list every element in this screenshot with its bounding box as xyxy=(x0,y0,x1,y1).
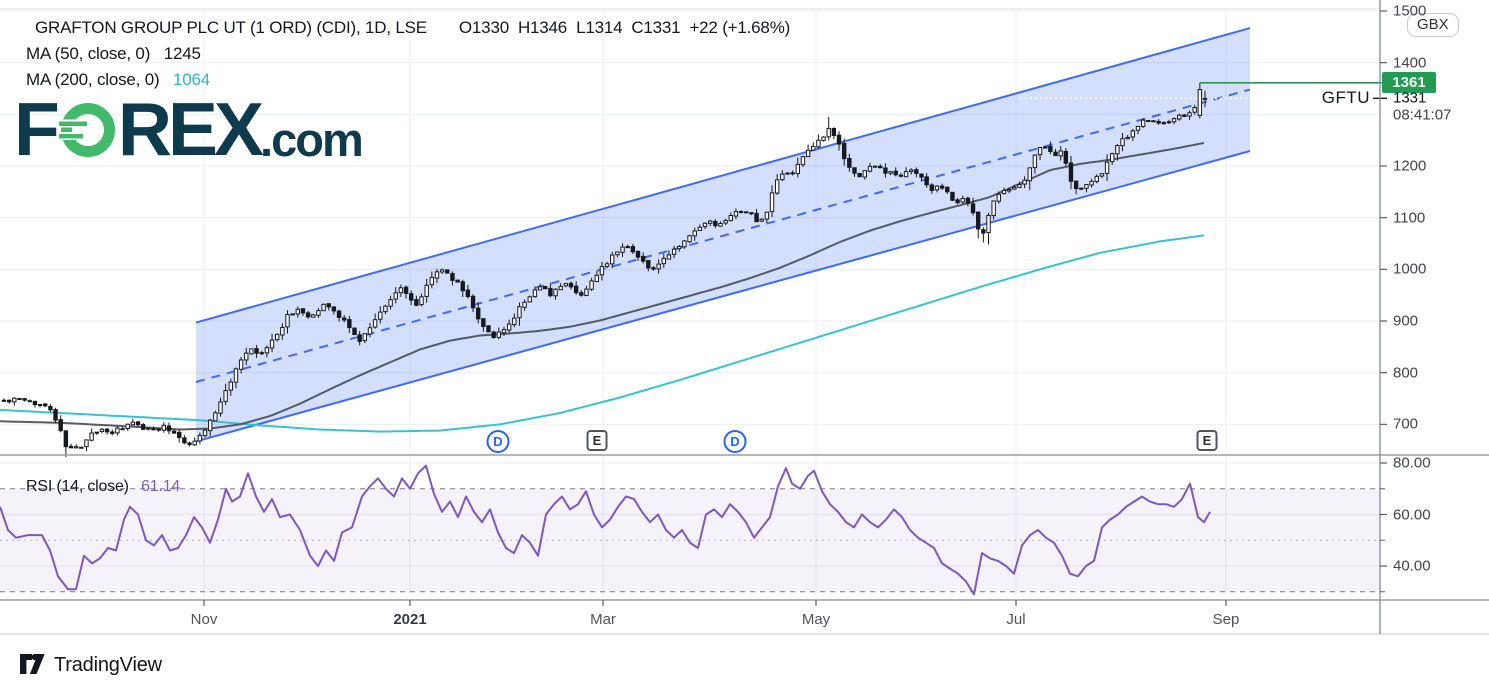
alert-price-badge[interactable]: 1361 xyxy=(1382,72,1436,93)
rsi-axis-tick: 40.00 xyxy=(1393,557,1431,575)
tradingview-logo-icon xyxy=(20,654,45,674)
last-price-label: 1331 xyxy=(1393,89,1427,107)
ohlc-change: +22 (+1.68%) xyxy=(689,18,791,37)
price-axis-tick: 900 xyxy=(1393,312,1419,330)
time-axis-tick: 2021 xyxy=(393,611,427,628)
price-axis-tick: 800 xyxy=(1393,364,1419,382)
forex-logo-o-icon xyxy=(58,103,115,157)
time-axis-tick: Mar xyxy=(590,611,616,628)
currency-unit-button[interactable]: GBX xyxy=(1407,13,1459,37)
dividend-badge[interactable]: D xyxy=(486,430,510,453)
symbol-title: GRAFTON GROUP PLC UT (1 ORD) (CDI), 1D, … xyxy=(35,18,427,37)
ma50-legend-row[interactable]: MA (50, close, 0) 1245 xyxy=(26,44,201,64)
earnings-badge[interactable]: E xyxy=(586,430,608,451)
ma200-legend-row[interactable]: MA (200, close, 0) 1064 xyxy=(26,70,210,90)
rsi-legend-row[interactable]: RSI (14, close) 61.14 xyxy=(26,478,180,496)
price-chart-canvas[interactable] xyxy=(0,0,1489,648)
forex-logo-rex: REX xyxy=(117,87,264,171)
price-axis-tick: 700 xyxy=(1393,415,1419,433)
ma200-value: 1064 xyxy=(172,70,210,89)
countdown-timer: 08:41:07 xyxy=(1393,106,1452,124)
ohlc-low: L1314 xyxy=(576,18,623,37)
ohlc-close: C1331 xyxy=(631,18,681,37)
price-axis-tick: 1100 xyxy=(1393,209,1426,227)
dividend-badge[interactable]: D xyxy=(723,430,747,453)
time-axis-tick: Jul xyxy=(1006,611,1026,628)
ma50-value: 1245 xyxy=(163,44,201,63)
tradingview-brand-text: TradingView xyxy=(54,654,162,676)
tradingview-attribution[interactable]: TradingView xyxy=(20,654,162,677)
forex-logo-f: F xyxy=(14,87,60,171)
time-axis-tick: Nov xyxy=(190,611,218,628)
symbol-legend-row[interactable]: GRAFTON GROUP PLC UT (1 ORD) (CDI), 1D, … xyxy=(26,18,790,38)
price-axis-tick: 1500 xyxy=(1393,2,1427,20)
time-axis-tick: May xyxy=(801,611,831,628)
price-axis-tick: 1400 xyxy=(1393,54,1427,72)
price-axis-tick: 1000 xyxy=(1393,260,1427,278)
symbol-tag-label: GFTU xyxy=(1321,88,1370,107)
earnings-badge[interactable]: E xyxy=(1196,430,1218,451)
rsi-axis-tick: 80.00 xyxy=(1393,454,1431,472)
time-axis-tick: Sep xyxy=(1212,611,1240,628)
rsi-value: 61.14 xyxy=(141,478,181,495)
forex-com-logo: F REX .com xyxy=(14,87,364,171)
price-axis-tick: 1200 xyxy=(1393,157,1427,175)
ma200-label: MA (200, close, 0) xyxy=(26,70,160,89)
rsi-axis-tick: 60.00 xyxy=(1393,506,1431,523)
ohlc-high: H1346 xyxy=(517,18,568,37)
forex-logo-com: .com xyxy=(260,113,364,166)
ma50-label: MA (50, close, 0) xyxy=(26,44,151,63)
ohlc-open: O1330 xyxy=(458,18,509,37)
rsi-label: RSI (14, close) xyxy=(26,478,129,495)
